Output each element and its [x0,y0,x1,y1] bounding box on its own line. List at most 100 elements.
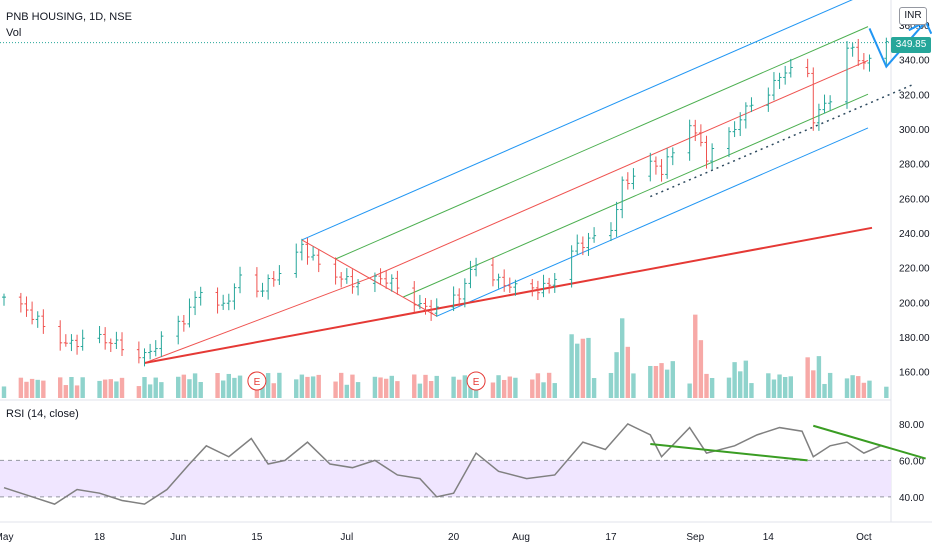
volume-bar [670,361,675,398]
time-tick-label: Jun [170,532,186,543]
volume-bar [136,386,142,398]
volume-bar [552,383,557,398]
price-tick-label: 300.00 [899,125,930,136]
time-tick-label: 18 [94,532,106,543]
volume-bar [501,379,507,398]
channel-inner-lower-line [402,93,869,298]
price-tick-label: 320.00 [899,90,930,101]
volume-bar [372,376,378,398]
volume-bar [749,383,754,398]
volume-bar [198,381,203,398]
volume-bar [530,379,535,398]
volume-bar [423,374,428,398]
price-tick-label: 240.00 [899,229,930,240]
time-tick-label: Oct [856,532,872,543]
volume-bar [648,365,653,398]
volume-bar [389,375,394,398]
volume-bar [395,381,400,398]
price-tick-label: 160.00 [899,368,930,379]
volume-bar [69,377,74,398]
volume-bar [738,371,743,398]
volume-bar [153,377,158,398]
support-trendline [144,226,873,364]
volume-bar [192,373,198,398]
volume-bar [844,378,850,398]
time-tick-label: 17 [605,532,617,543]
volume-bar [119,377,125,398]
currency-label[interactable]: INR [899,7,927,25]
volume-legend: Vol [6,27,22,39]
volume-bar [620,318,625,398]
volume-bar [816,356,822,398]
volume-bar [277,372,282,398]
time-tick-label: Aug [512,532,530,543]
volume-bar [811,370,816,398]
volume-bar [856,376,861,398]
volume-bar [451,376,456,398]
volume-bar [299,374,305,398]
volume-bar [704,373,709,398]
channel-inner-upper-line [335,26,869,260]
volume-bar [608,372,614,398]
volume-bar [625,346,631,398]
rsi-divergence-upper [812,424,926,460]
volume-bar [586,337,591,398]
volume-bar [653,365,659,398]
volume-bar [58,377,63,398]
channel-upper-line [301,0,853,241]
volume-bar [546,372,552,398]
volume-bar [294,379,299,398]
volume-bar [788,376,793,398]
volume-bar [265,373,271,398]
volume-bar [237,375,243,398]
volume-bar [743,360,749,398]
volume-bar [260,380,265,398]
volume-bar [102,379,108,398]
rsi-divergence-lower [650,442,808,462]
volume-bar [159,382,164,398]
time-tick-label: 14 [763,532,775,543]
volume-bar [333,381,338,398]
time-tick-label: Jul [340,532,353,543]
volume-bar [580,338,586,398]
volume-bar [462,375,468,398]
volume-bar [457,379,462,398]
volume-bar [74,385,80,398]
volume-bar [383,378,389,398]
volume-bar [850,375,855,398]
earnings-marker [247,371,267,391]
volume-bar [310,376,316,398]
volume-bar [822,383,827,398]
volume-bar [884,386,889,398]
volume-bar [232,377,237,398]
volume-bar [693,314,698,398]
volume-bar [569,334,574,398]
volume-bar [176,376,181,398]
volume-bar [777,374,782,398]
volume-bar [507,376,512,398]
rsi-band [0,460,891,497]
volume-bar [732,362,737,398]
volume-bar [35,379,40,398]
volume-bar [339,372,344,398]
volume-bar [24,381,29,398]
rsi-tick-label: 60.00 [899,456,924,467]
rsi-tick-label: 80.00 [899,420,924,431]
earnings-marker-label: E [254,377,261,388]
price-tick-label: 340.00 [899,56,930,67]
volume-bar [709,378,715,398]
last-price-tag: 349.85 [891,37,931,53]
volume-bar [490,382,496,398]
volume-bar [41,380,46,398]
channel-median-line [369,59,869,279]
volume-bar [412,374,417,398]
volume-bar [513,377,518,398]
volume-bar [726,377,732,398]
volume-bar [417,383,423,398]
volume-bar [827,372,833,398]
volume-bar [271,383,276,398]
earnings-marker [466,371,486,391]
volume-bar [305,376,310,398]
